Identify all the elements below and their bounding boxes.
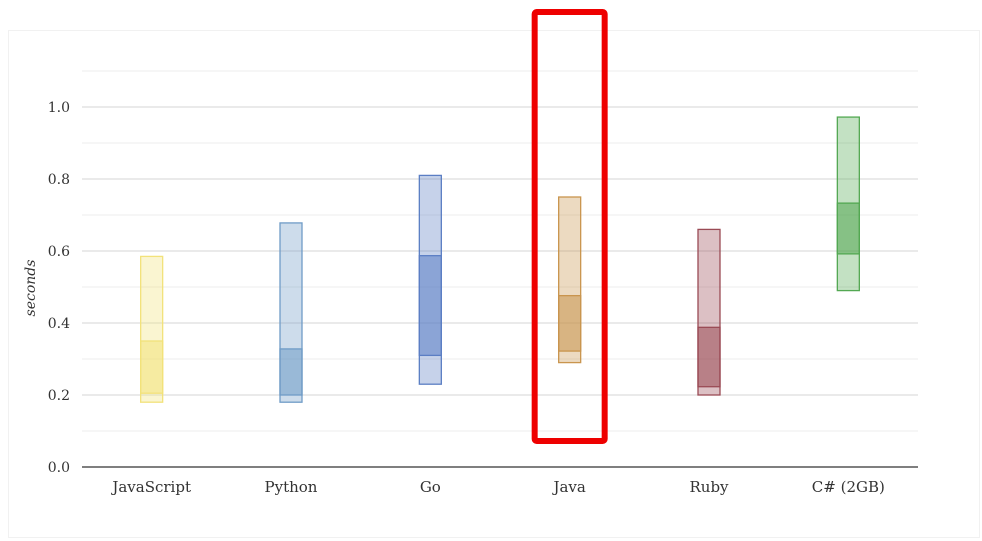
range-bar-java — [558, 196, 582, 364]
inner-band-rect — [418, 255, 442, 357]
inner-band-rect — [836, 202, 860, 255]
x-tick-label: Ruby — [689, 478, 729, 496]
x-tick-label: Go — [420, 478, 441, 496]
y-axis-label: seconds — [23, 260, 39, 317]
inner-band-rect — [279, 348, 303, 396]
chart-panel — [8, 30, 980, 538]
y-tick-label: 0.4 — [48, 316, 70, 332]
range-bar-go — [418, 174, 442, 385]
x-tick-labels: JavaScript Python Go Java Ruby C# (2GB) — [110, 478, 885, 496]
inner-band-rect — [140, 340, 164, 394]
y-tick-label: 0.6 — [48, 244, 70, 260]
range-bar-c-2gb — [836, 116, 860, 292]
range-bar-javascript — [140, 255, 164, 403]
y-tick-label: 0.2 — [48, 388, 70, 404]
range-bar-ruby — [697, 228, 721, 396]
range-bar-python — [279, 222, 303, 403]
highlight-box — [531, 9, 608, 444]
inner-band-rect — [697, 326, 721, 388]
grid-layer — [82, 70, 918, 468]
bars-layer — [140, 116, 860, 403]
y-tick-label: 1.0 — [48, 100, 70, 116]
y-tick-label: 0.0 — [48, 460, 70, 476]
y-tick-label: 0.8 — [48, 172, 70, 188]
x-tick-label: Python — [265, 478, 318, 496]
x-tick-label: JavaScript — [110, 478, 191, 496]
x-tick-label: C# (2GB) — [812, 478, 885, 496]
x-tick-label: Java — [551, 478, 585, 496]
y-tick-labels: 0.0 0.2 0.4 0.6 0.8 1.0 — [48, 100, 70, 476]
inner-band-rect — [558, 294, 582, 352]
highlight-layer — [531, 9, 608, 444]
